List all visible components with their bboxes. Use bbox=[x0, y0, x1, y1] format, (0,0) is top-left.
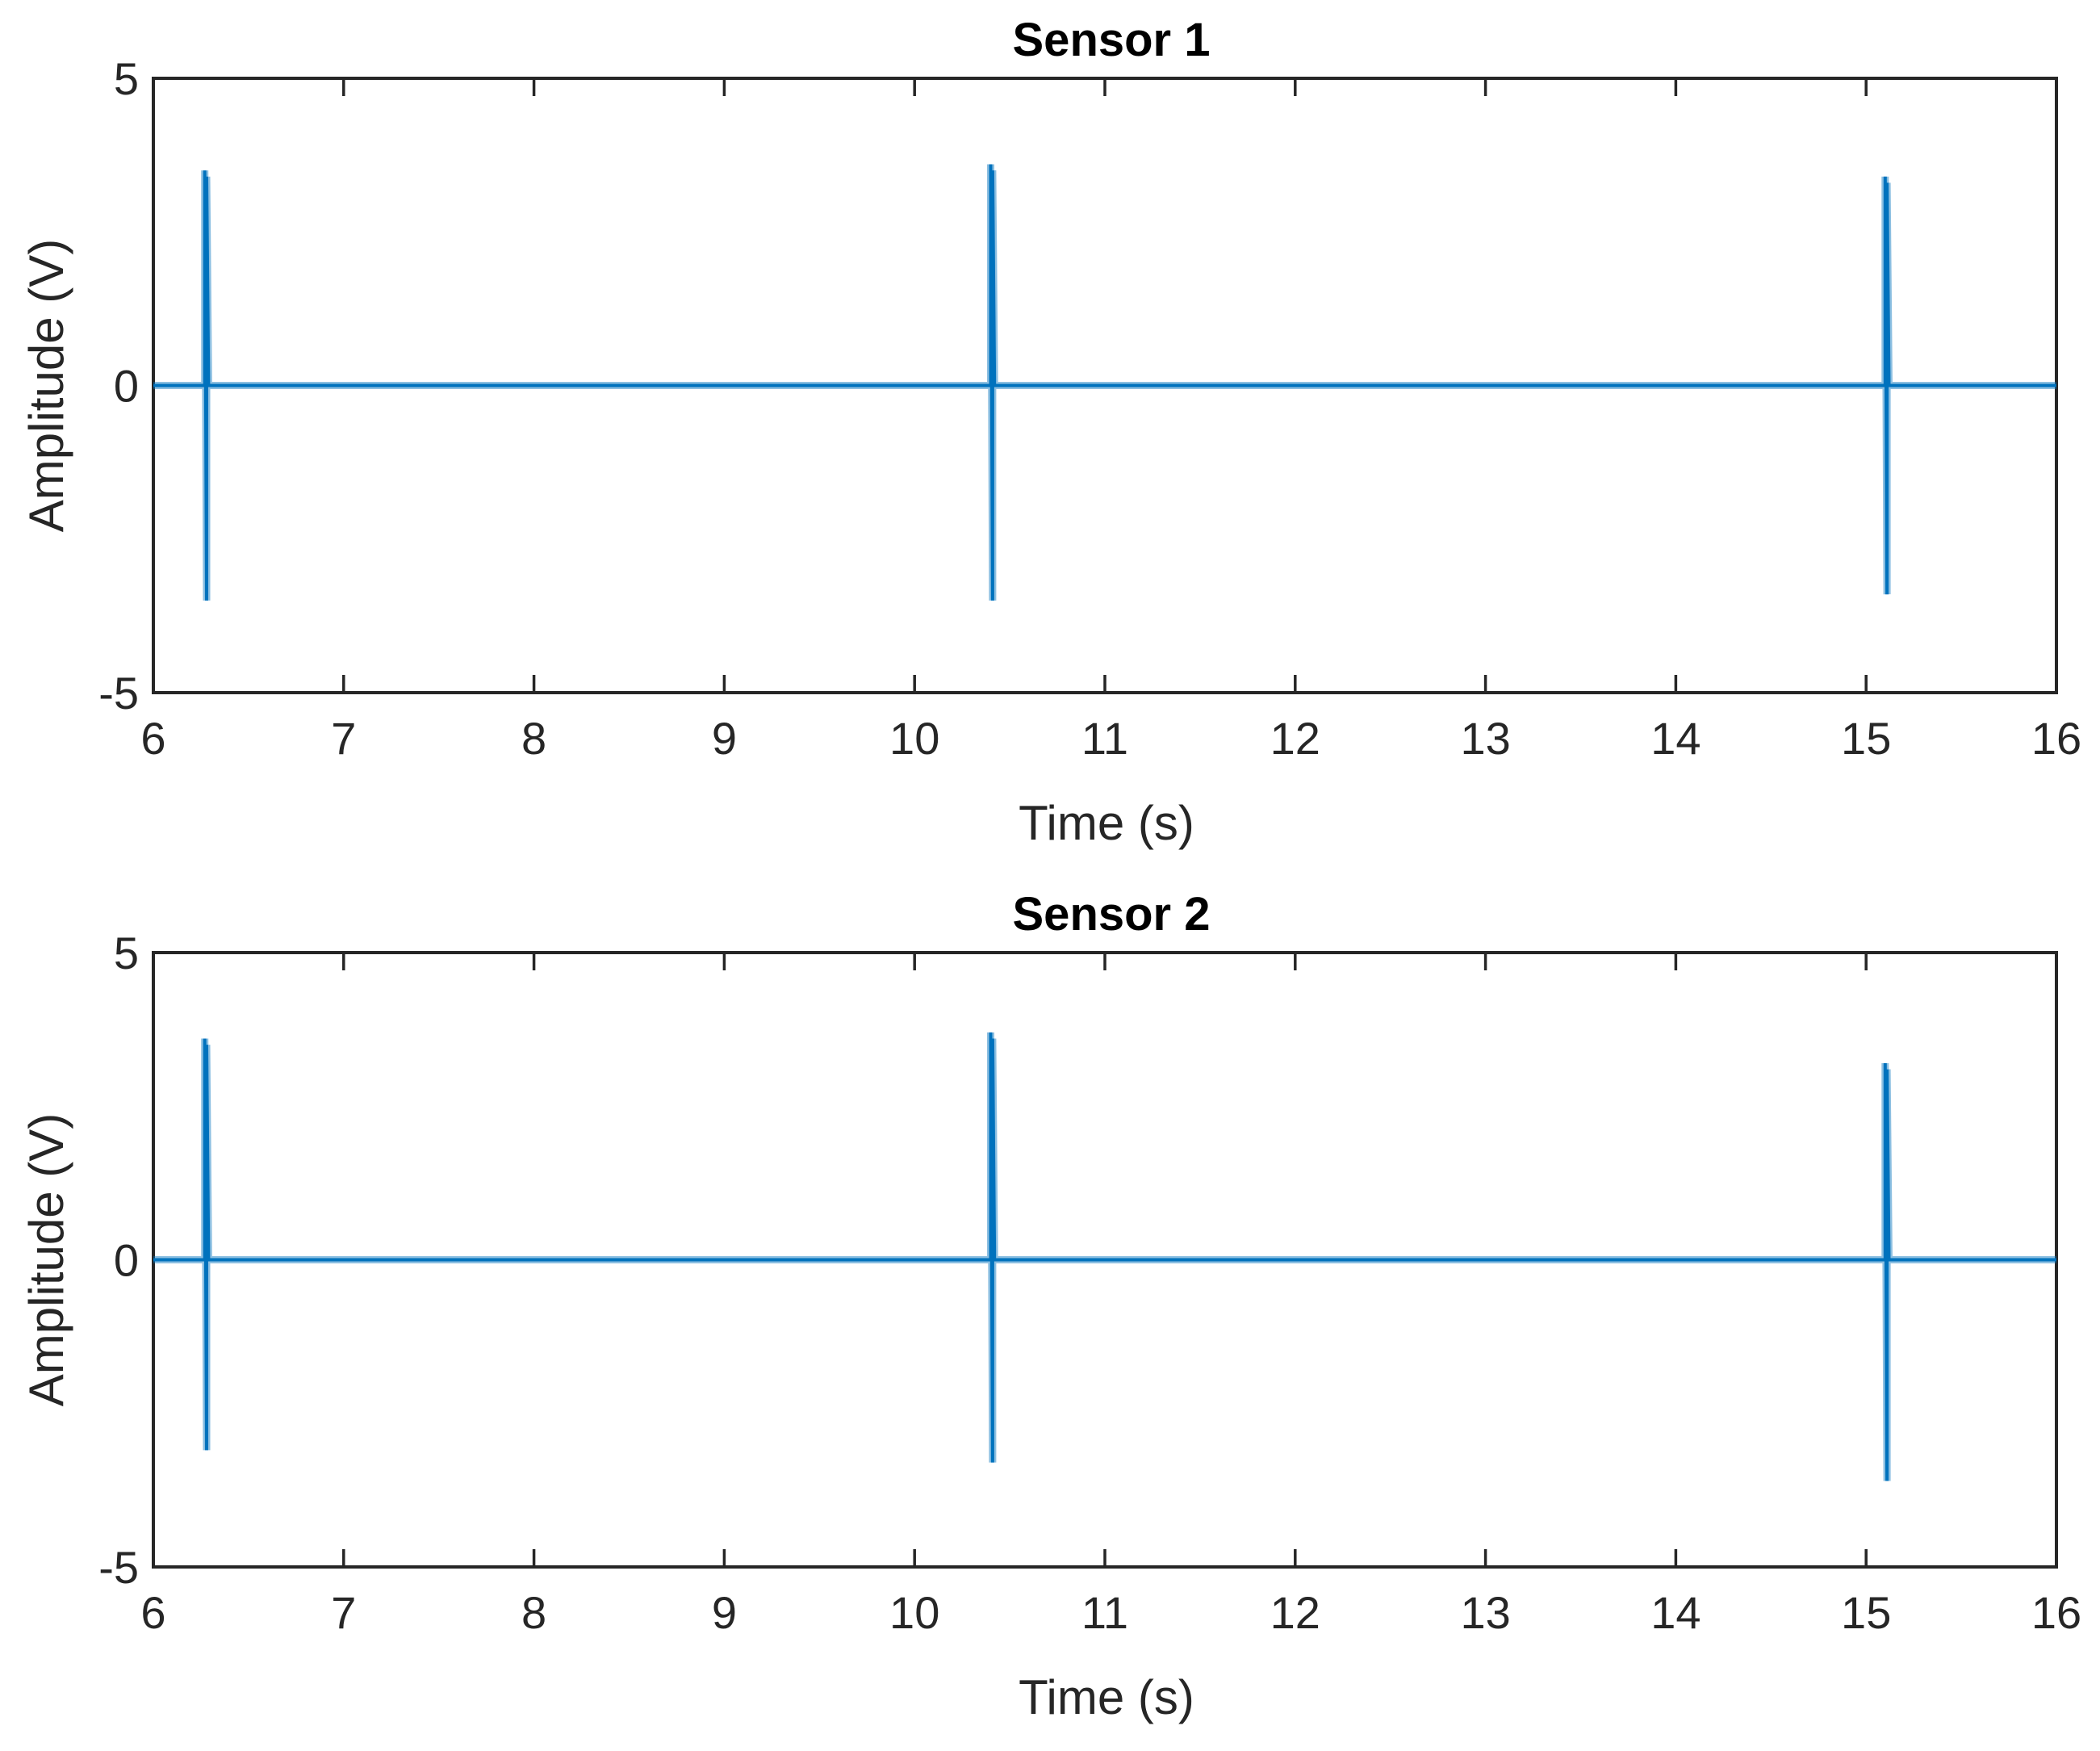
chart-2-xtick-label: 12 bbox=[1270, 1587, 1320, 1638]
chart-1-xlabel: Time (s) bbox=[1019, 796, 1194, 850]
chart-2-xtick-label: 14 bbox=[1650, 1587, 1700, 1638]
chart-1-ylabel: Amplitude (V) bbox=[19, 239, 73, 532]
chart-2-ytick-label: 5 bbox=[114, 928, 139, 978]
chart-2-xtick-label: 15 bbox=[1841, 1587, 1891, 1638]
chart-1: Sensor 1 6 7 8 9 10 11 12 13 14 15 16 -5 0 5 Time (s) Am… bbox=[19, 14, 2081, 850]
chart-2-xtick-label: 10 bbox=[889, 1587, 939, 1638]
chart-2-xtick-label: 11 bbox=[1081, 1587, 1128, 1638]
chart-1-xtick-label: 8 bbox=[521, 713, 546, 764]
chart-2: Sensor 2 6 7 8 9 10 11 12 13 14 15 16 -5 0 5 Time (s) Am… bbox=[19, 888, 2081, 1724]
chart-2-xtick-label: 16 bbox=[2031, 1587, 2081, 1638]
chart-1-xtick-label: 15 bbox=[1841, 713, 1891, 764]
chart-2-xtick-label: 6 bbox=[140, 1587, 165, 1638]
chart-1-ytick-label: -5 bbox=[98, 668, 139, 718]
chart-1-xtick-label: 11 bbox=[1081, 713, 1128, 764]
chart-1-xtick-label: 7 bbox=[331, 713, 356, 764]
chart-1-ytick-label: 0 bbox=[114, 361, 139, 412]
chart-1-title: Sensor 1 bbox=[1013, 14, 1211, 66]
chart-2-ytick-label: 0 bbox=[114, 1235, 139, 1286]
chart-1-xtick-label: 10 bbox=[889, 713, 939, 764]
chart-2-ylabel: Amplitude (V) bbox=[19, 1113, 73, 1406]
chart-2-xtick-label: 7 bbox=[331, 1587, 356, 1638]
chart-1-xtick-label: 13 bbox=[1460, 713, 1510, 764]
chart-1-ytick-label: 5 bbox=[114, 53, 139, 104]
chart-2-xtick-label: 13 bbox=[1460, 1587, 1510, 1638]
chart-1-xtick-label: 9 bbox=[712, 713, 737, 764]
chart-2-series-1-line bbox=[153, 1032, 2056, 1481]
chart-2-xlabel: Time (s) bbox=[1019, 1670, 1194, 1724]
chart-2-ytick-label: -5 bbox=[98, 1542, 139, 1593]
chart-1-xtick-label: 6 bbox=[140, 713, 165, 764]
chart-1-series-1-line bbox=[153, 164, 2056, 601]
chart-2-title: Sensor 2 bbox=[1013, 888, 1211, 940]
chart-1-xtick-label: 16 bbox=[2031, 713, 2081, 764]
chart-2-xtick-label: 9 bbox=[712, 1587, 737, 1638]
chart-1-xtick-label: 14 bbox=[1650, 713, 1700, 764]
chart-2-xtick-label: 8 bbox=[521, 1587, 546, 1638]
chart-1-xtick-label: 12 bbox=[1270, 713, 1320, 764]
